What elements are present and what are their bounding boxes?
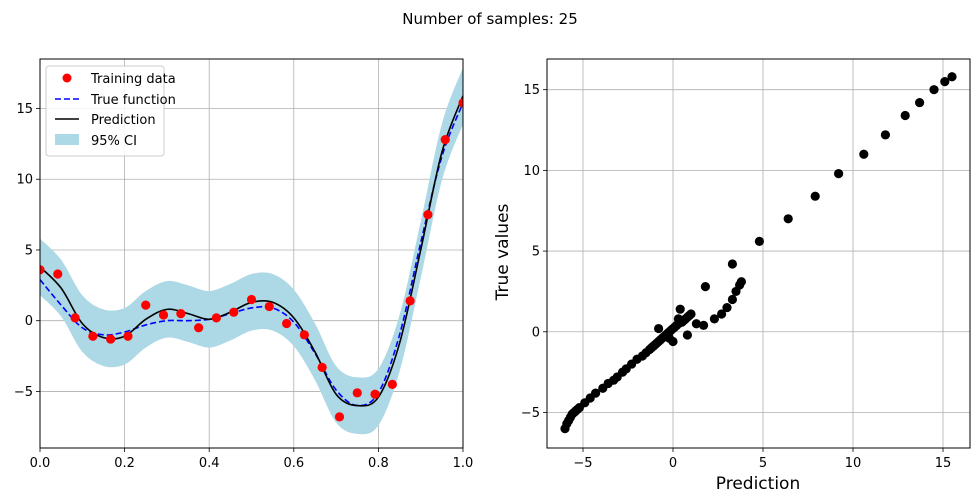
parity-point — [673, 314, 684, 324]
parity-grid — [547, 59, 970, 448]
suptitle: Number of samples: 25 — [402, 10, 578, 28]
gp-fit-panel: 0.0 0.2 0.4 0.6 0.8 1.0 −5 0 5 10 15 Training data… — [14, 58, 474, 471]
training-point — [176, 309, 186, 319]
training-point — [440, 135, 450, 145]
training-point — [458, 98, 463, 108]
parity-point — [880, 130, 891, 140]
parity-point — [654, 323, 664, 334]
parity-y-axis-label: True values — [493, 203, 513, 301]
training-point — [88, 331, 98, 341]
parity-point — [591, 388, 601, 398]
y-tick-label: 0 — [25, 314, 33, 329]
parity-point — [727, 294, 738, 305]
legend-box — [45, 65, 165, 157]
training-point — [299, 330, 309, 340]
training-point — [370, 389, 380, 399]
y-tick-label: 0 — [532, 325, 540, 340]
y-tick-label: −5 — [14, 385, 33, 400]
parity-axes-ticks: −5 0 5 10 15 −5 0 5 10 15 — [521, 83, 951, 471]
legend-ci-patch — [55, 134, 79, 145]
legend-label-training: Training data — [90, 72, 176, 87]
x-tick-label: 0.0 — [30, 456, 51, 471]
y-tick-label: −5 — [521, 406, 540, 421]
y-tick-label: 10 — [16, 173, 33, 188]
legend-label-true-function: True function — [90, 93, 176, 108]
x-tick-label: 0.2 — [114, 456, 135, 471]
parity-point — [675, 304, 685, 314]
parity-point — [700, 281, 711, 292]
parity-point — [915, 97, 925, 108]
x-tick-label: 0.6 — [283, 456, 304, 471]
training-point — [387, 379, 397, 389]
training-point — [158, 310, 169, 320]
training-point — [40, 265, 45, 275]
parity-point — [699, 320, 709, 330]
x-tick-label: 0 — [669, 456, 677, 471]
gp-fit-axes-frame — [39, 58, 464, 449]
parity-point — [859, 149, 869, 159]
training-point — [211, 313, 221, 323]
parity-point — [682, 330, 693, 340]
legend-label-prediction: Prediction — [91, 113, 156, 128]
y-tick-label: 15 — [16, 102, 33, 117]
x-tick-label: 0.8 — [368, 456, 389, 471]
parity-point — [691, 319, 702, 329]
training-point — [334, 412, 345, 422]
training-point — [194, 323, 204, 333]
parity-point — [810, 191, 820, 201]
training-point — [317, 362, 327, 372]
y-tick-label: 15 — [523, 83, 540, 98]
parity-point — [783, 214, 793, 224]
training-data-points — [40, 98, 463, 422]
parity-point — [754, 236, 765, 246]
x-tick-label: −5 — [573, 456, 592, 471]
y-tick-label: 10 — [523, 164, 540, 179]
parity-point — [834, 169, 844, 179]
legend-label-ci: 95% CI — [91, 134, 137, 149]
parity-point — [727, 259, 738, 269]
gp-fit-ci-band — [40, 67, 463, 435]
training-point — [141, 300, 151, 310]
parity-point — [709, 314, 720, 324]
training-point — [106, 334, 116, 344]
training-point — [246, 294, 257, 305]
parity-point — [717, 309, 727, 319]
training-point — [423, 210, 433, 220]
gp-fit-axes-ticks: 0.0 0.2 0.4 0.6 0.8 1.0 −5 0 5 10 15 — [14, 102, 474, 471]
training-point — [352, 388, 362, 398]
parity-panel: −5 0 5 10 15 −5 0 5 10 15 Prediction True values — [493, 58, 971, 494]
parity-point — [722, 302, 732, 313]
training-point — [405, 296, 415, 306]
training-point — [282, 318, 292, 329]
parity-axes-frame — [546, 58, 971, 449]
parity-points — [560, 72, 957, 434]
training-point — [264, 301, 274, 312]
parity-point — [686, 309, 696, 319]
x-tick-label: 0.4 — [199, 456, 220, 471]
legend-training-marker — [62, 73, 72, 83]
parity-point — [940, 76, 950, 87]
y-tick-label: 5 — [532, 245, 540, 260]
parity-point — [664, 333, 675, 343]
y-tick-label: 5 — [25, 243, 33, 258]
parity-point — [947, 72, 957, 82]
x-tick-label: 15 — [935, 456, 952, 471]
parity-point — [900, 110, 910, 121]
parity-point — [929, 85, 939, 95]
x-tick-label: 5 — [759, 456, 767, 471]
training-point — [53, 269, 63, 279]
x-tick-label: 10 — [845, 456, 862, 471]
training-point — [70, 313, 80, 323]
training-point — [229, 307, 239, 317]
parity-x-axis-label: Prediction — [716, 474, 800, 494]
legend: Training data True function Prediction 9… — [45, 65, 176, 157]
training-point — [123, 331, 133, 341]
parity-point — [736, 277, 747, 287]
x-tick-label: 1.0 — [453, 456, 474, 471]
